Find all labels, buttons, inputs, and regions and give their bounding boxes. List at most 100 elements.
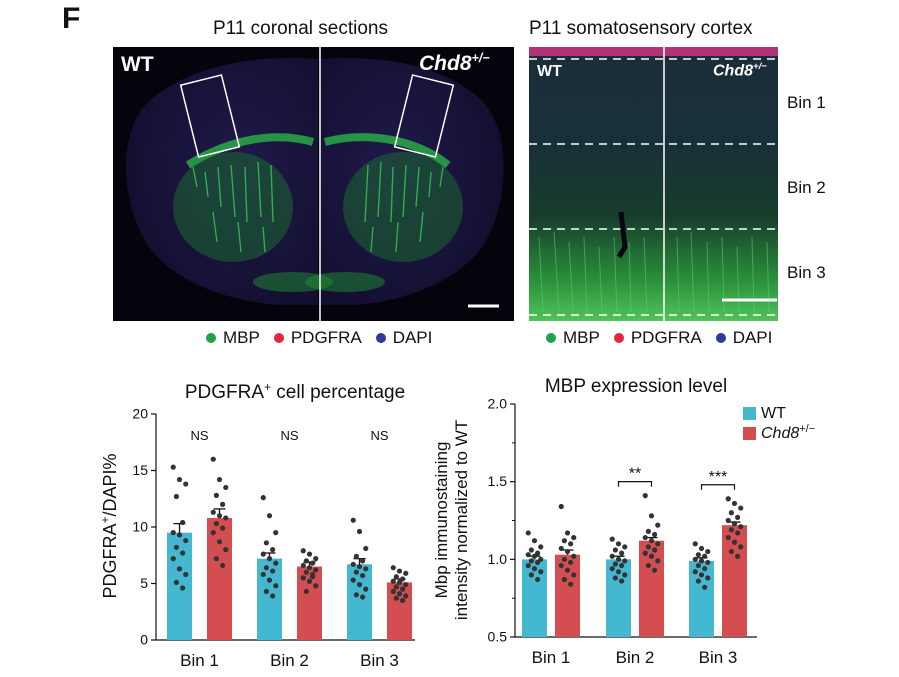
data-point: [396, 568, 403, 574]
data-point: [609, 553, 615, 559]
bar: [347, 564, 372, 640]
data-point: [273, 530, 279, 536]
data-point: [210, 456, 216, 462]
cortex-wt-label: WT: [537, 63, 562, 80]
pdgfra-dot: [613, 333, 624, 343]
data-point: [619, 578, 625, 584]
data-point: [568, 581, 574, 587]
data-point: [310, 574, 316, 580]
significance-label: NS: [280, 428, 298, 443]
data-point: [725, 534, 731, 541]
data-point: [698, 572, 705, 578]
data-point: [390, 565, 396, 571]
data-point: [702, 553, 708, 559]
data-point: [735, 553, 741, 559]
x-category-label: Bin 3: [360, 651, 399, 670]
data-point: [353, 592, 359, 598]
significance-label: ***: [709, 469, 728, 486]
data-point: [403, 582, 409, 588]
ylabel-rest: /DAPI%: [100, 453, 120, 516]
data-point: [266, 577, 273, 583]
x-category-label: Bin 1: [532, 648, 571, 667]
data-point: [705, 559, 711, 566]
data-point: [300, 548, 306, 554]
data-point: [612, 547, 618, 553]
data-point: [525, 562, 531, 569]
data-point: [728, 527, 734, 533]
series-legend-label: WT: [761, 405, 786, 422]
data-point: [725, 517, 731, 524]
data-point: [725, 496, 731, 502]
coronal-wt-label: WT: [121, 53, 154, 76]
data-point: [738, 544, 744, 550]
data-point: [393, 595, 399, 601]
data-point: [356, 563, 363, 570]
data-point: [223, 547, 229, 553]
data-point: [642, 493, 648, 499]
data-point: [571, 572, 577, 578]
cortex-title: P11 somatosensory cortex: [529, 18, 753, 39]
data-point: [645, 544, 651, 550]
data-point: [738, 505, 744, 511]
data-point: [170, 556, 176, 562]
data-point: [353, 553, 359, 559]
y-tick-label: 5: [140, 575, 148, 591]
data-point: [571, 553, 577, 559]
data-point: [735, 530, 741, 536]
data-point: [350, 577, 356, 583]
data-point: [622, 558, 628, 564]
data-point: [306, 551, 313, 557]
bar: [167, 532, 192, 640]
data-point: [263, 540, 269, 546]
y-tick-label: 1.5: [488, 473, 508, 489]
data-point: [176, 532, 183, 538]
data-point: [263, 565, 269, 571]
data-point: [180, 519, 186, 526]
data-point: [356, 582, 363, 588]
coronal-chd8-sup: +/−: [471, 51, 490, 65]
title-main: PDGFRA: [185, 382, 265, 403]
bar: [555, 554, 580, 637]
data-point: [183, 481, 189, 487]
cortex-image: [529, 47, 778, 321]
dapi-label: DAPI: [392, 328, 433, 347]
y-tick-label: 0: [140, 632, 148, 648]
data-point: [393, 574, 399, 580]
coronal-image: [125, 47, 504, 321]
data-point: [220, 501, 226, 507]
data-point: [655, 541, 661, 547]
x-category-label: Bin 2: [270, 651, 309, 670]
data-point: [390, 588, 396, 595]
data-point: [692, 541, 698, 547]
cortex-chd8-sup: +/−: [753, 61, 767, 72]
data-point: [531, 538, 538, 544]
data-point: [270, 547, 276, 553]
bar: [207, 517, 232, 640]
mbp-dot: [206, 333, 216, 343]
data-point: [609, 536, 615, 542]
stain-legend-left: MBP PDGFRA DAPI: [206, 328, 438, 348]
data-point: [564, 548, 571, 555]
data-point: [270, 593, 276, 599]
x-category-label: Bin 3: [699, 648, 738, 667]
data-point: [735, 514, 741, 520]
data-point: [273, 583, 279, 589]
cortex-chd8-label: Chd8+/−: [713, 61, 767, 80]
coronal-micrograph: WT Chd8+/−: [113, 47, 514, 321]
data-point: [223, 515, 229, 521]
mbp-y-axis-label-line2: intensity normalized to WT: [452, 420, 471, 620]
significance-bracket: [617, 481, 653, 487]
data-point: [615, 569, 622, 575]
data-point: [403, 593, 409, 599]
data-point: [648, 538, 655, 544]
mbp-chart-title: MBP expression level: [545, 376, 727, 397]
data-point: [615, 556, 622, 562]
data-point: [360, 558, 366, 564]
data-point: [213, 492, 219, 498]
data-point: [731, 539, 738, 545]
data-point: [655, 522, 661, 528]
data-point: [728, 510, 734, 516]
data-point: [695, 578, 701, 584]
data-point: [698, 545, 705, 552]
